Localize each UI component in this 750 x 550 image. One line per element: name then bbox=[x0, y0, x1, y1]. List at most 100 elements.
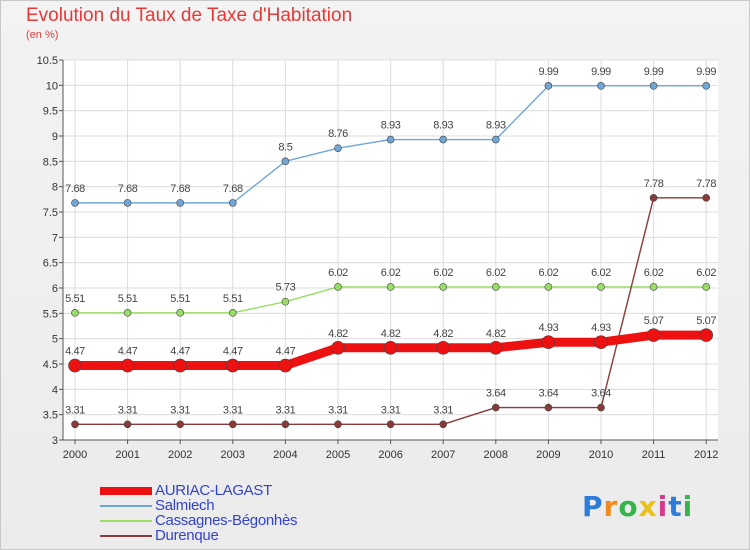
data-point bbox=[229, 199, 237, 207]
data-label: 8.76 bbox=[328, 128, 348, 140]
y-tick-label: 4.5 bbox=[43, 359, 58, 371]
data-label: 4.82 bbox=[328, 328, 348, 340]
data-point bbox=[436, 340, 451, 355]
logo-letter: o bbox=[618, 490, 639, 523]
data-label: 4.47 bbox=[275, 346, 295, 358]
chart-title: Evolution du Taux de Taxe d'Habitation bbox=[26, 5, 353, 26]
data-label: 7.78 bbox=[644, 178, 664, 190]
x-tick-label: 2009 bbox=[536, 449, 560, 461]
y-tick-label: 3 bbox=[52, 435, 58, 447]
data-label: 9.99 bbox=[696, 66, 716, 78]
logo-letter: i bbox=[657, 490, 669, 523]
data-point bbox=[491, 403, 500, 412]
data-label: 4.93 bbox=[591, 322, 611, 334]
data-label: 3.64 bbox=[538, 388, 558, 400]
legend-label: Durenque bbox=[155, 527, 219, 544]
data-label: 3.31 bbox=[65, 404, 85, 416]
x-tick-label: 2008 bbox=[484, 449, 508, 461]
x-tick-label: 2000 bbox=[63, 449, 87, 461]
data-point bbox=[71, 199, 79, 207]
data-point bbox=[386, 283, 395, 291]
y-tick-label: 6 bbox=[52, 283, 58, 295]
data-label: 4.47 bbox=[118, 346, 138, 358]
data-point bbox=[597, 403, 605, 412]
data-point bbox=[597, 82, 605, 90]
data-point bbox=[176, 309, 184, 317]
data-label: 7.68 bbox=[65, 183, 85, 195]
data-point bbox=[176, 199, 184, 207]
x-tick-label: 2003 bbox=[221, 449, 245, 461]
data-label: 8.5 bbox=[278, 141, 292, 153]
data-label: 7.68 bbox=[170, 183, 190, 195]
y-tick-label: 8 bbox=[52, 182, 58, 194]
data-label: 3.31 bbox=[118, 404, 138, 416]
logo-letter: P bbox=[582, 490, 604, 523]
data-label: 8.93 bbox=[433, 120, 453, 132]
data-label: 5.51 bbox=[118, 293, 138, 305]
data-point bbox=[699, 328, 714, 342]
data-label: 6.02 bbox=[644, 267, 664, 279]
data-label: 6.02 bbox=[328, 267, 348, 279]
data-label: 4.47 bbox=[223, 346, 243, 358]
data-point bbox=[229, 309, 237, 317]
data-label: 4.93 bbox=[538, 322, 558, 334]
data-point bbox=[281, 420, 290, 429]
x-tick-label: 2012 bbox=[694, 449, 718, 461]
data-label: 9.99 bbox=[538, 66, 558, 78]
data-label: 3.64 bbox=[591, 388, 611, 400]
data-point bbox=[488, 340, 503, 355]
data-point bbox=[649, 283, 658, 291]
data-point bbox=[491, 283, 500, 291]
legend-label: AURIAC-LAGAST bbox=[155, 482, 272, 499]
data-point bbox=[226, 358, 240, 373]
data-point bbox=[544, 82, 553, 90]
data-point bbox=[383, 340, 398, 355]
data-label: 4.82 bbox=[381, 328, 401, 340]
y-tick-label: 9 bbox=[52, 131, 58, 143]
y-tick-label: 10 bbox=[46, 80, 58, 92]
data-point bbox=[281, 297, 290, 306]
data-label: 8.93 bbox=[381, 120, 401, 132]
legend-swatch bbox=[100, 505, 152, 507]
legend-label: Salmiech bbox=[155, 497, 215, 514]
data-point bbox=[649, 194, 658, 202]
data-point bbox=[71, 420, 79, 429]
data-label: 8.93 bbox=[486, 120, 506, 132]
data-label: 3.31 bbox=[223, 404, 243, 416]
data-label: 5.51 bbox=[65, 293, 85, 305]
y-tick-label: 3.5 bbox=[43, 410, 58, 422]
y-tick-label: 7.5 bbox=[43, 207, 58, 219]
data-point bbox=[68, 358, 82, 373]
y-tick-label: 4 bbox=[52, 384, 58, 396]
x-tick-label: 2002 bbox=[168, 449, 192, 461]
logo-letter: x bbox=[638, 490, 658, 523]
legend-swatch bbox=[100, 487, 152, 495]
data-label: 6.02 bbox=[381, 267, 401, 279]
data-label: 7.68 bbox=[223, 183, 243, 195]
data-label: 6.02 bbox=[591, 267, 611, 279]
chart-subtitle: (en %) bbox=[26, 29, 59, 41]
data-point bbox=[702, 194, 711, 202]
data-point bbox=[334, 420, 342, 429]
data-point bbox=[649, 82, 658, 90]
data-label: 3.31 bbox=[170, 404, 190, 416]
x-tick-label: 2005 bbox=[326, 449, 350, 461]
y-tick-label: 7 bbox=[52, 232, 58, 244]
data-label: 3.64 bbox=[486, 388, 506, 400]
y-tick-label: 5 bbox=[52, 334, 58, 346]
data-point bbox=[176, 420, 184, 429]
data-point bbox=[491, 135, 500, 144]
data-label: 3.31 bbox=[275, 404, 295, 416]
data-point bbox=[439, 420, 448, 429]
data-point bbox=[439, 135, 448, 144]
logo-letter: t bbox=[668, 490, 683, 523]
data-label: 3.31 bbox=[433, 404, 453, 416]
data-label: 4.47 bbox=[65, 346, 85, 358]
x-tick-label: 2001 bbox=[115, 449, 139, 461]
data-label: 4.82 bbox=[433, 328, 453, 340]
data-label: 6.02 bbox=[696, 267, 716, 279]
data-point bbox=[278, 358, 293, 373]
y-tick-label: 9.5 bbox=[43, 106, 58, 118]
data-point bbox=[386, 420, 395, 429]
